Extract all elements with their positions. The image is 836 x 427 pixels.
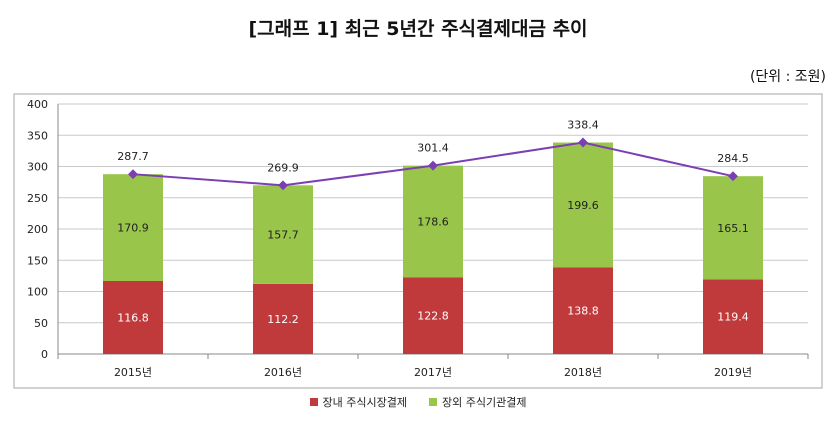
- bar-bottom-label: 112.2: [267, 313, 299, 326]
- legend-label-top: 장외 주식기관결제: [442, 396, 527, 409]
- x-tick-label: 2016년: [264, 366, 302, 379]
- bar-bottom-label: 122.8: [417, 310, 449, 323]
- y-tick-label: 250: [27, 192, 48, 205]
- bar-top: [553, 142, 613, 268]
- x-tick-label: 2019년: [714, 366, 752, 379]
- total-point: [578, 137, 588, 148]
- total-label: 287.7: [117, 150, 149, 163]
- y-tick-label: 300: [27, 161, 48, 174]
- bar-bottom: [103, 281, 163, 354]
- y-tick-label: 150: [27, 254, 48, 267]
- y-tick-label: 0: [41, 348, 48, 361]
- legend-label-bottom: 장내 주식시장결제: [322, 396, 407, 409]
- y-tick-label: 200: [27, 223, 48, 236]
- bar-bottom-label: 119.4: [717, 311, 749, 324]
- bar-bottom: [253, 283, 313, 354]
- y-tick-label: 50: [34, 317, 48, 330]
- bar-top: [253, 185, 313, 284]
- bar-top: [403, 165, 463, 278]
- legend: 장내 주식시장결제 장외 주식기관결제: [0, 394, 836, 410]
- chart-frame: [13, 93, 823, 389]
- x-tick-label: 2017년: [414, 366, 452, 379]
- bar-top-label: 157.7: [267, 229, 299, 242]
- legend-item-bottom: 장내 주식시장결제: [309, 394, 407, 410]
- bar-bottom: [703, 279, 763, 354]
- bar-top-label: 170.9: [117, 222, 149, 235]
- total-point: [428, 160, 438, 171]
- bar-bottom: [403, 277, 463, 354]
- legend-swatch-bottom: [309, 398, 318, 406]
- unit-label: (단위 : 조원): [749, 69, 826, 85]
- total-point: [728, 171, 738, 182]
- total-point: [128, 169, 138, 180]
- y-tick-label: 400: [27, 98, 48, 111]
- bar-top-label: 165.1: [717, 222, 749, 235]
- total-label: 284.5: [717, 152, 749, 165]
- total-label: 269.9: [267, 161, 299, 174]
- bar-top-label: 199.6: [567, 199, 599, 212]
- total-label: 301.4: [417, 142, 449, 155]
- bar-bottom-label: 116.8: [117, 312, 149, 325]
- y-tick-label: 350: [27, 129, 48, 142]
- bar-top: [103, 174, 163, 281]
- legend-item-top: 장외 주식기관결제: [429, 394, 526, 410]
- bar-bottom: [553, 267, 613, 354]
- total-label: 338.4: [567, 119, 599, 132]
- bar-top: [703, 176, 763, 280]
- legend-swatch-top: [429, 398, 437, 406]
- bar-bottom-label: 138.8: [567, 305, 599, 318]
- y-tick-label: 100: [27, 286, 48, 299]
- x-tick-label: 2015년: [114, 366, 152, 379]
- x-tick-label: 2018년: [564, 366, 602, 379]
- bar-top-label: 178.6: [417, 215, 449, 228]
- total-point: [278, 180, 288, 191]
- chart-title: [그래프 1] 최근 5년간 주식결제대금 추이: [248, 18, 588, 40]
